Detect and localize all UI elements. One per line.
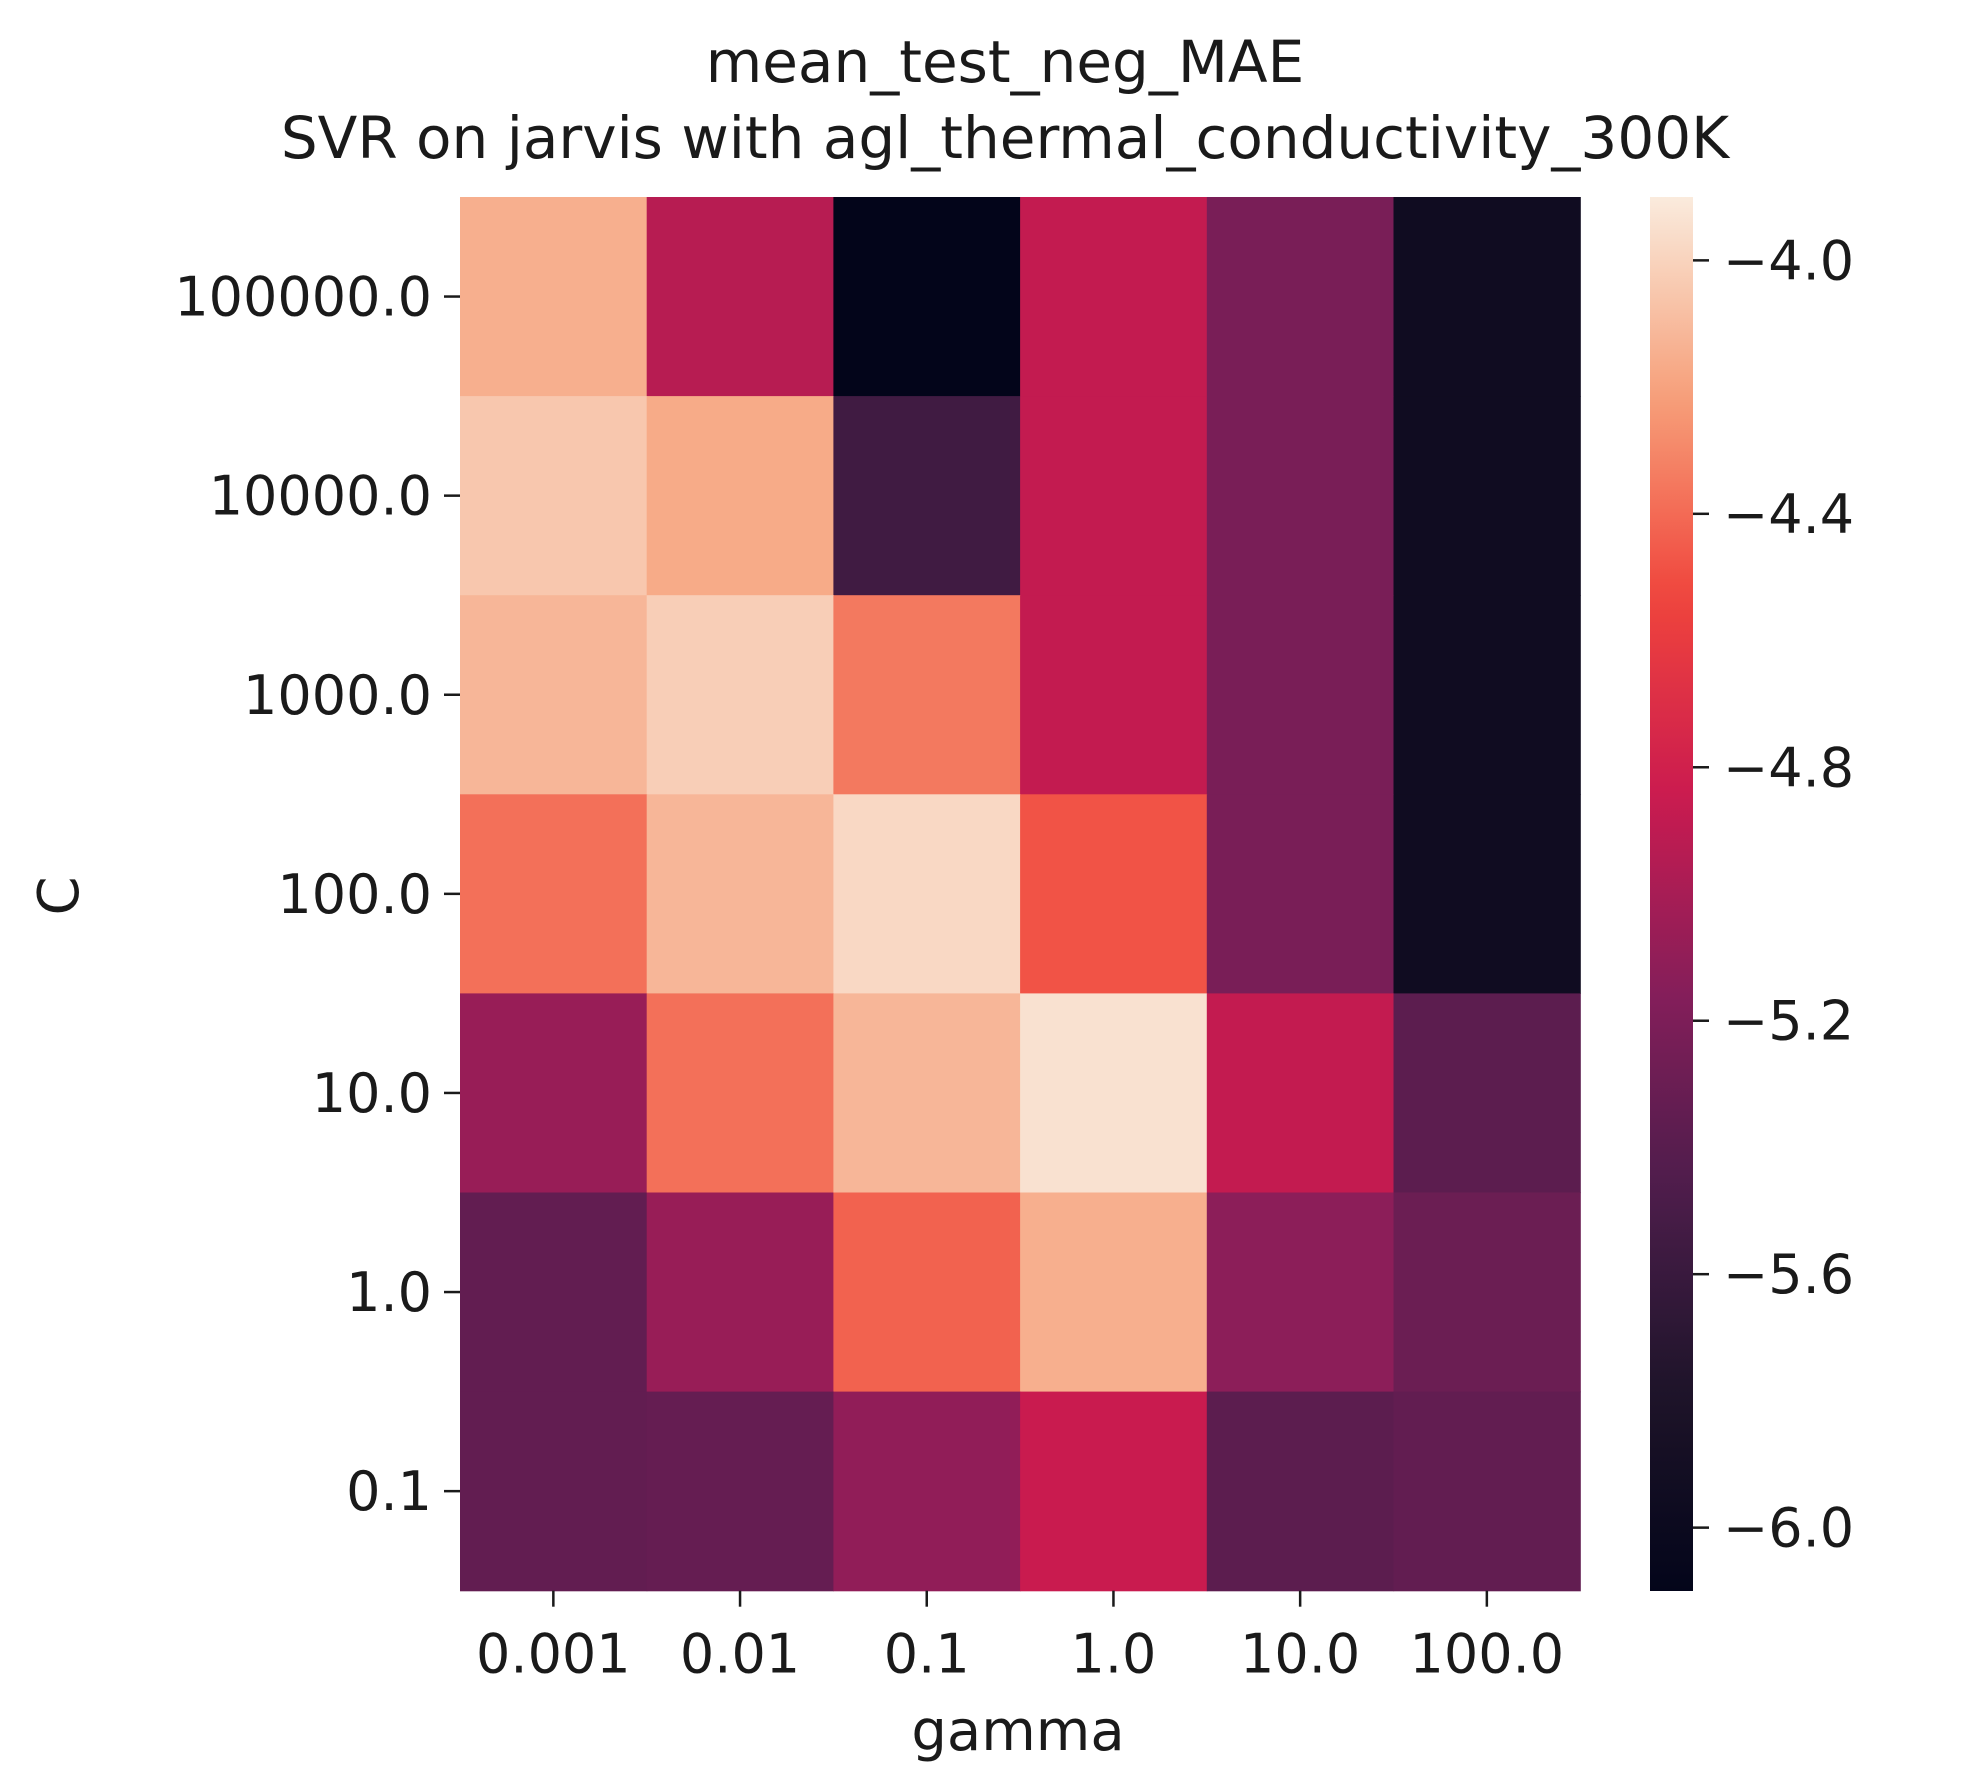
heatmap-cell	[1393, 794, 1581, 994]
colorbar-tick-label: −4.8	[1723, 736, 1854, 799]
heatmap-cell	[1393, 595, 1581, 795]
heatmap-cell	[460, 197, 648, 397]
heatmap-cell	[1206, 1391, 1395, 1592]
y-axis-label: C	[27, 876, 92, 915]
x-tick-label: 0.001	[476, 1623, 631, 1686]
heatmap-cell	[1020, 1192, 1208, 1393]
heatmap-cell	[1020, 1391, 1208, 1592]
x-axis-ticks: 0.001 0.01 0.1 1.0 10.0 100.0	[476, 1590, 1565, 1686]
colorbar-ticks: −4.0 −4.4 −4.8 −5.2 −5.6 −6.0	[1693, 229, 1854, 1560]
y-tick-label: 1.0	[346, 1261, 432, 1324]
heatmap-cell	[833, 396, 1021, 596]
colorbar-tick-label: −4.0	[1723, 229, 1854, 292]
x-tick-label: 100.0	[1410, 1623, 1565, 1686]
heatmap-cell	[460, 993, 648, 1194]
colorbar	[1650, 197, 1693, 1591]
heatmap-cell	[1020, 197, 1208, 397]
heatmap-cell	[833, 993, 1021, 1194]
heatmap-cell	[1206, 595, 1395, 795]
heatmap-cell	[460, 396, 648, 596]
heatmap-cell	[460, 794, 648, 994]
x-tick-label: 0.01	[680, 1623, 800, 1686]
colorbar-tick-label: −4.4	[1723, 483, 1854, 546]
heatmap-cell	[646, 396, 834, 596]
chart-title: mean_test_neg_MAE	[706, 28, 1305, 96]
heatmap-cell	[833, 1192, 1021, 1393]
colorbar-tick-label: −6.0	[1723, 1497, 1854, 1560]
heatmap-cell	[646, 1192, 834, 1393]
x-axis-label: gamma	[911, 1699, 1124, 1764]
heatmap-cell	[1206, 197, 1395, 397]
heatmap-cell	[1020, 993, 1208, 1194]
heatmap-cell	[833, 1391, 1021, 1592]
heatmap-cell	[1393, 993, 1581, 1194]
colorbar-tick-label: −5.6	[1723, 1243, 1854, 1306]
heatmap-cell	[1206, 993, 1395, 1194]
x-tick-label: 10.0	[1240, 1623, 1360, 1686]
heatmap-cell	[833, 794, 1021, 994]
heatmap-cell	[646, 993, 834, 1194]
heatmap-cell	[1393, 1192, 1581, 1393]
y-tick-label: 0.1	[346, 1460, 432, 1523]
heatmap-cell	[1206, 396, 1395, 596]
heatmap-cell	[460, 1391, 648, 1592]
colorbar-tick-label: −5.2	[1723, 990, 1854, 1053]
heatmap-cell	[646, 595, 834, 795]
heatmap-cells	[460, 197, 1581, 1592]
y-tick-label: 1000.0	[243, 664, 432, 727]
heatmap-cell	[1020, 396, 1208, 596]
y-tick-label: 100.0	[277, 863, 432, 926]
heatmap-cell	[460, 595, 648, 795]
heatmap-cell	[646, 794, 834, 994]
heatmap-cell	[646, 1391, 834, 1592]
heatmap-cell	[1393, 396, 1581, 596]
chart-subtitle: SVR on jarvis with agl_thermal_conductiv…	[281, 104, 1731, 172]
y-tick-label: 10.0	[312, 1062, 432, 1125]
heatmap-cell	[1020, 595, 1208, 795]
heatmap-cell	[833, 197, 1021, 397]
y-tick-label: 100000.0	[174, 266, 432, 329]
heatmap-cell	[1020, 794, 1208, 994]
y-axis-ticks: 100000.0 10000.0 1000.0 100.0 10.0 1.0 0.1	[174, 266, 460, 1523]
heatmap-cell	[1206, 794, 1395, 994]
x-tick-label: 0.1	[884, 1623, 970, 1686]
heatmap-cell	[1206, 1192, 1395, 1393]
y-tick-label: 10000.0	[209, 465, 432, 528]
x-tick-label: 1.0	[1071, 1623, 1157, 1686]
heatmap-cell	[460, 1192, 648, 1393]
heatmap-cell	[1393, 197, 1581, 397]
heatmap-cell	[646, 197, 834, 397]
heatmap-cell	[1393, 1391, 1581, 1592]
heatmap-cell	[833, 595, 1021, 795]
